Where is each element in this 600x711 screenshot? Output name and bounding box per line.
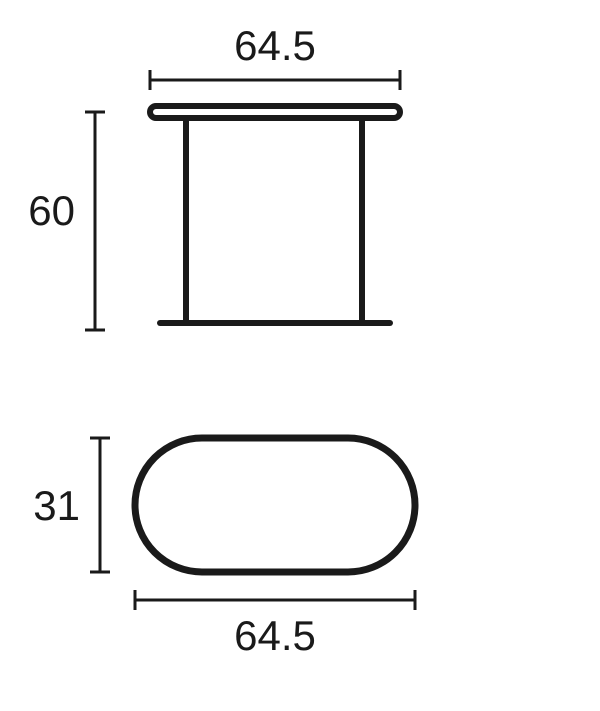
diagram-svg: 64.5 60 31 64.5: [0, 0, 600, 711]
label-side-height: 60: [28, 187, 75, 234]
diagram-canvas: 64.5 60 31 64.5: [0, 0, 600, 711]
label-top-width: 64.5: [234, 22, 316, 69]
label-plan-width: 64.5: [234, 612, 316, 659]
dim-plan-width: [135, 590, 415, 610]
dim-top-width: [150, 70, 400, 90]
label-plan-height: 31: [33, 482, 80, 529]
plan-view-outline: [135, 438, 415, 572]
dim-plan-height: [90, 438, 110, 572]
side-view: [150, 106, 400, 323]
dim-side-height: [85, 112, 105, 330]
